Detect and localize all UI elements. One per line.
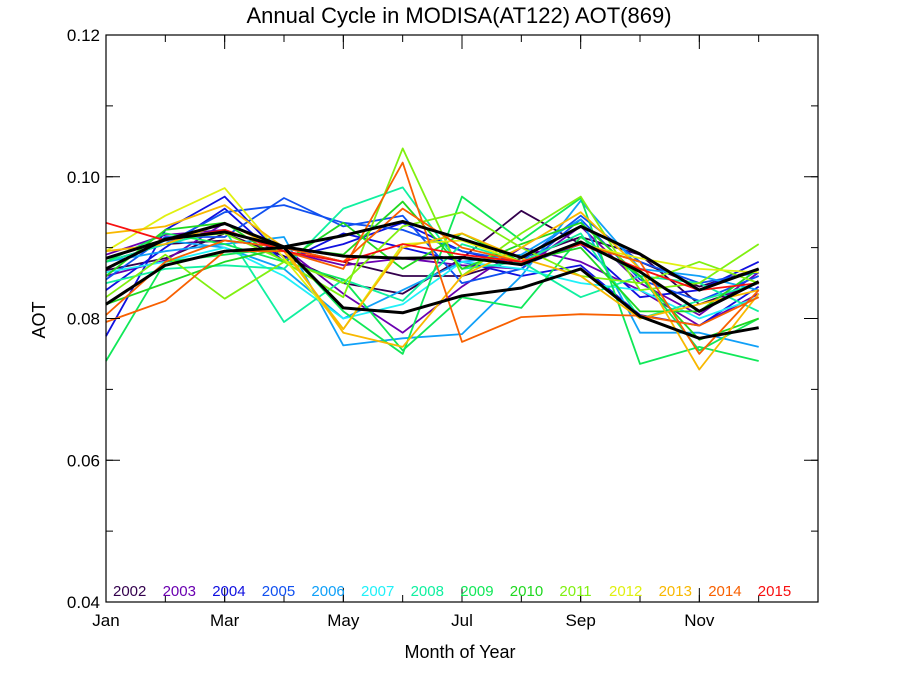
series-line-2006-8 — [105, 199, 759, 347]
legend-label-2013: 2013 — [659, 583, 692, 600]
series-layer — [105, 147, 760, 371]
legend-label-2009: 2009 — [460, 583, 493, 600]
x-tick-label: Jan — [92, 611, 119, 630]
legend-label-2015: 2015 — [758, 583, 791, 600]
legend: 2002 2003 2004 2005 2006 2007 2008 2009 2010 2011… — [113, 583, 791, 600]
legend-label-2011: 2011 — [559, 583, 591, 600]
legend-label-2005: 2005 — [262, 583, 295, 600]
legend-label-2008: 2008 — [411, 583, 444, 600]
series-line-2011-17 — [105, 147, 760, 300]
series-line-2004-4 — [105, 195, 760, 337]
y-axis-label: AOT — [29, 301, 49, 338]
legend-label-2006: 2006 — [311, 583, 344, 600]
series-line-2014-22 — [105, 161, 760, 343]
x-tick-label: Sep — [566, 611, 596, 630]
y-tick-label: 0.08 — [67, 310, 100, 329]
x-axis-label: Month of Year — [404, 642, 515, 662]
series-line-reference-25 — [105, 230, 760, 313]
legend-label-2010: 2010 — [510, 583, 543, 600]
chart-title: Annual Cycle in MODISA(AT122) AOT(869) — [246, 3, 671, 28]
legend-label-2012: 2012 — [609, 583, 642, 600]
legend-label-2004: 2004 — [212, 583, 245, 600]
x-tick-label: May — [327, 611, 360, 630]
legend-label-2007: 2007 — [361, 583, 394, 600]
series-line-reference-26 — [105, 246, 759, 340]
y-tick-label: 0.10 — [67, 168, 100, 187]
x-tick-label: Jul — [451, 611, 473, 630]
x-tick-label: Nov — [684, 611, 715, 630]
series-line-2007-10 — [105, 246, 760, 320]
y-tick-label: 0.12 — [67, 26, 100, 45]
series-line-2015-24 — [105, 221, 759, 292]
series-line-2009-13 — [105, 195, 759, 365]
legend-label-2014: 2014 — [708, 583, 741, 600]
y-tick-label: 0.04 — [67, 593, 100, 612]
legend-label-2002: 2002 — [113, 583, 146, 600]
legend-label-2003: 2003 — [163, 583, 196, 600]
axis-layer: Jan Mar May Jul Sep Nov 0.04 0.06 0.08 0.10 0.12 — [67, 26, 819, 630]
series-line-reference-27 — [105, 219, 760, 292]
series-line-2013-20 — [105, 204, 760, 371]
x-tick-label: Mar — [210, 611, 240, 630]
y-tick-label: 0.06 — [67, 451, 100, 470]
